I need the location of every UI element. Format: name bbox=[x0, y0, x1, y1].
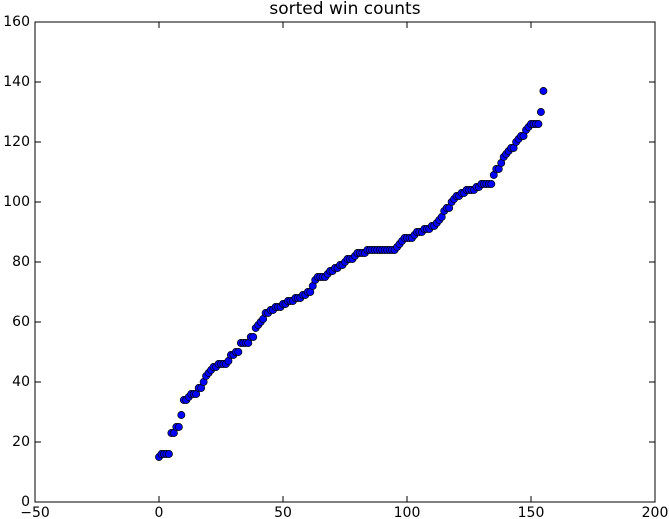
x-tick-label: 200 bbox=[642, 505, 669, 519]
y-tick-label: 120 bbox=[3, 134, 30, 150]
point bbox=[534, 120, 543, 128]
y-tick-label: 60 bbox=[12, 314, 30, 330]
x-tick-label: 150 bbox=[518, 505, 545, 519]
chart-title: sorted win counts bbox=[269, 0, 420, 19]
point bbox=[174, 423, 183, 431]
x-tick-label: 0 bbox=[155, 505, 164, 519]
point bbox=[539, 87, 548, 95]
point bbox=[177, 411, 186, 419]
x-tick-label: −50 bbox=[20, 505, 50, 519]
y-tick-label: 0 bbox=[21, 494, 30, 510]
point bbox=[234, 348, 243, 356]
y-tick-label: 160 bbox=[3, 14, 30, 30]
y-tick-label: 100 bbox=[3, 194, 30, 210]
point bbox=[536, 108, 545, 116]
x-tick-label: 100 bbox=[394, 505, 421, 519]
point bbox=[249, 333, 258, 341]
y-tick-label: 40 bbox=[12, 374, 30, 390]
point bbox=[164, 450, 173, 458]
point bbox=[487, 180, 496, 188]
x-tick-label: 50 bbox=[274, 505, 292, 519]
y-tick-label: 20 bbox=[12, 434, 30, 450]
y-tick-label: 80 bbox=[12, 254, 30, 270]
y-tick-label: 140 bbox=[3, 74, 30, 90]
